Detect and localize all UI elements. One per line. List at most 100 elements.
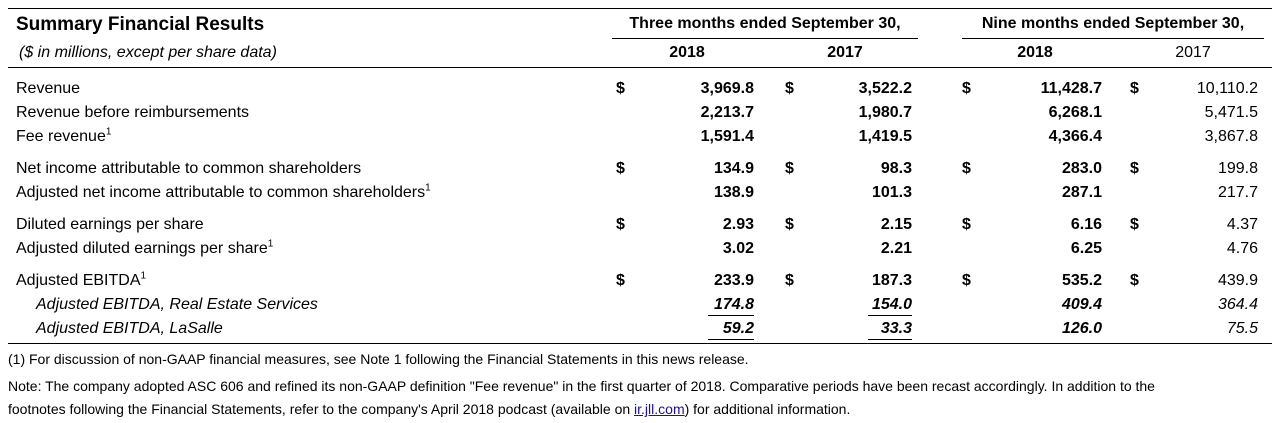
note-line-2: footnotes following the Financial Statem…: [8, 401, 850, 417]
value-cell: 2.21: [880, 240, 912, 257]
value-cell: 101.3: [871, 184, 912, 201]
top-rule: [8, 8, 1272, 9]
value-cell: 154.0: [871, 296, 912, 313]
note-line-2-before: footnotes following the Financial Statem…: [8, 401, 635, 417]
value-cell: 2,213.7: [700, 104, 754, 121]
three-months-header: Three months ended September 30,: [629, 15, 901, 32]
row-label: Adjusted EBITDA, Real Estate Services: [36, 296, 318, 314]
currency-symbol: $: [785, 272, 794, 289]
value-cell: 3,867.8: [1204, 128, 1258, 145]
row-label-text: Adjusted EBITDA, LaSalle: [36, 320, 223, 337]
footnote-marker: 1: [140, 270, 147, 282]
value-cell: 1,980.7: [858, 104, 912, 121]
value-cell: 4.37: [1226, 216, 1258, 233]
value-cell: 33.3: [880, 320, 912, 337]
footnote-marker: 1: [267, 238, 274, 250]
value-cell: 75.5: [1226, 320, 1258, 337]
currency-symbol: $: [962, 272, 971, 289]
row-label: Revenue before reimbursements: [16, 104, 249, 122]
currency-symbol: $: [785, 216, 794, 233]
row-label: Adjusted diluted earnings per share1: [16, 238, 274, 258]
value-cell: 217.7: [1217, 184, 1258, 201]
value-cell: 2.93: [722, 216, 754, 233]
footnote-marker: 1: [425, 182, 431, 194]
row-label-text: Revenue: [16, 80, 81, 97]
nine-months-group-rule: [962, 38, 1264, 39]
value-cell: 6.25: [1070, 240, 1102, 257]
value-cell: 233.9: [713, 272, 754, 289]
value-cell: 5,471.5: [1204, 104, 1258, 121]
currency-symbol: $: [785, 80, 794, 97]
row-label-text: Adjusted net income attributable to comm…: [16, 184, 426, 201]
currency-symbol: $: [616, 272, 625, 289]
currency-symbol: $: [962, 80, 971, 97]
note-line-2-after: ) for additional information.: [684, 401, 851, 417]
nine-months-header: Nine months ended September 30,: [981, 15, 1245, 32]
row-label: Fee revenue1: [16, 126, 112, 146]
year-header-3m-2018: 2018: [669, 44, 705, 61]
row-label-text: Net income attributable to common shareh…: [16, 160, 362, 177]
value-cell: 3,969.8: [700, 80, 754, 97]
value-cell: 409.4: [1061, 296, 1102, 313]
value-cell: 126.0: [1061, 320, 1102, 337]
currency-symbol: $: [1130, 80, 1139, 97]
footnote-1: (1) For discussion of non-GAAP financial…: [8, 351, 749, 367]
value-underline: [708, 315, 754, 316]
value-cell: 1,419.5: [858, 128, 912, 145]
year-header-9m-2018: 2018: [1017, 44, 1053, 61]
row-label-text: Adjusted diluted earnings per share: [16, 240, 268, 257]
value-cell: 364.4: [1217, 296, 1258, 313]
row-label-text: Diluted earnings per share: [16, 216, 204, 233]
value-underline: [868, 315, 912, 316]
row-label: Adjusted EBITDA, LaSalle: [36, 320, 223, 338]
value-cell: 1,591.4: [700, 128, 754, 145]
row-label: Diluted earnings per share: [16, 216, 204, 234]
value-underline: [868, 339, 912, 340]
row-label-text: Adjusted EBITDA: [16, 272, 141, 289]
value-cell: 439.9: [1217, 272, 1258, 289]
year-header-9m-2017: 2017: [1175, 44, 1211, 61]
currency-symbol: $: [785, 160, 794, 177]
page-subtitle: ($ in millions, except per share data): [19, 44, 277, 61]
value-cell: 3,522.2: [858, 80, 912, 97]
currency-symbol: $: [616, 80, 625, 97]
currency-symbol: $: [1130, 160, 1139, 177]
three-months-group-rule: [612, 38, 918, 39]
value-cell: 4,366.4: [1048, 128, 1102, 145]
row-label-text: Adjusted EBITDA, Real Estate Services: [36, 296, 318, 313]
currency-symbol: $: [962, 216, 971, 233]
row-label: Adjusted EBITDA1: [16, 270, 147, 290]
value-cell: 3.02: [722, 240, 754, 257]
currency-symbol: $: [616, 216, 625, 233]
page-title: Summary Financial Results: [16, 14, 265, 35]
value-cell: 2.15: [880, 216, 912, 233]
row-label: Net income attributable to common shareh…: [16, 160, 361, 178]
row-label-text: Revenue before reimbursements: [16, 104, 250, 121]
value-cell: 287.1: [1061, 184, 1102, 201]
footnote-marker: 1: [105, 126, 112, 138]
value-cell: 138.9: [713, 184, 754, 201]
value-cell: 187.3: [871, 272, 912, 289]
value-cell: 283.0: [1061, 160, 1102, 177]
value-underline: [708, 339, 754, 340]
ir-jll-link[interactable]: ir.jll.com: [634, 401, 685, 417]
value-cell: 4.76: [1226, 240, 1258, 257]
value-cell: 59.2: [722, 320, 754, 337]
header-bottom-rule: [8, 67, 1272, 68]
row-label-text: Fee revenue: [16, 128, 106, 145]
row-label: Adjusted net income attributable to comm…: [16, 182, 431, 202]
currency-symbol: $: [1130, 272, 1139, 289]
note-line-1: Note: The company adopted ASC 606 and re…: [8, 378, 1155, 394]
value-cell: 6,268.1: [1048, 104, 1102, 121]
currency-symbol: $: [1130, 216, 1139, 233]
currency-symbol: $: [962, 160, 971, 177]
currency-symbol: $: [616, 160, 625, 177]
table-bottom-rule: [8, 343, 1272, 344]
value-cell: 11,428.7: [1040, 80, 1102, 97]
value-cell: 98.3: [880, 160, 912, 177]
value-cell: 535.2: [1061, 272, 1102, 289]
row-label: Revenue: [16, 80, 80, 98]
value-cell: 134.9: [713, 160, 754, 177]
value-cell: 199.8: [1217, 160, 1258, 177]
value-cell: 174.8: [713, 296, 754, 313]
